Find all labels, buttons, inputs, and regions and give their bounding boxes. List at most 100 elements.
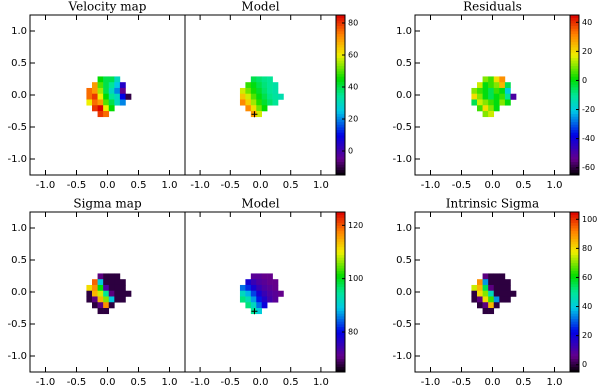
colorbar-band — [570, 89, 579, 93]
colorbar-band — [336, 36, 345, 40]
x-tick-label: 1.0 — [547, 377, 563, 385]
map-pixel — [97, 82, 104, 89]
x-tick-label: -0.5 — [221, 180, 241, 191]
map-pixel — [103, 296, 110, 303]
map-pixel — [261, 290, 268, 297]
colorbar-band — [336, 289, 345, 293]
colorbar-band — [570, 220, 579, 224]
map-pixel — [92, 290, 98, 297]
map-pixel — [108, 279, 115, 286]
map-pixel — [488, 93, 495, 100]
map-pixel — [488, 111, 495, 118]
colorbar-band — [570, 116, 579, 120]
colorbar-band — [570, 329, 579, 333]
map-pixel — [499, 99, 506, 106]
colorbar-tick-label: 20 — [582, 331, 592, 340]
colorbar-band — [336, 225, 345, 229]
colorbar-band — [336, 145, 345, 149]
colorbar-band — [570, 254, 579, 258]
map-pixel — [504, 99, 511, 106]
colorbar-band — [570, 268, 579, 272]
map-pixel — [488, 308, 495, 315]
colorbar-band — [570, 353, 579, 357]
map-pixel — [477, 99, 483, 106]
colorbar-band — [336, 89, 345, 93]
map-pixel — [119, 99, 126, 106]
colorbar-band — [336, 252, 345, 256]
center-marker — [251, 308, 258, 315]
colorbar-band — [570, 119, 579, 123]
colorbar-band — [570, 47, 579, 51]
y-tick-label: 0.0 — [396, 90, 412, 101]
map-pixel — [103, 99, 110, 106]
colorbar-band — [570, 103, 579, 107]
colorbar-band — [336, 305, 345, 309]
colorbar-band — [570, 15, 579, 19]
map-pixel — [267, 82, 273, 89]
colorbar-band — [570, 113, 579, 117]
map-pixel — [272, 296, 279, 303]
colorbar-band — [570, 313, 579, 317]
map-pixel — [245, 296, 252, 303]
map-pixel — [250, 273, 257, 280]
map-pixel — [92, 93, 98, 100]
colorbar-band — [336, 137, 345, 141]
colorbar-band — [570, 281, 579, 285]
map-pixel — [245, 279, 252, 286]
map-pixel — [103, 302, 110, 309]
colorbar-band — [570, 289, 579, 293]
colorbar-band — [336, 140, 345, 144]
colorbar-band — [570, 278, 579, 282]
colorbar-band — [336, 95, 345, 99]
map-pixel — [114, 82, 121, 89]
colorbar-band — [570, 92, 579, 96]
map-pixel — [471, 290, 478, 297]
colorbar-band — [570, 348, 579, 352]
map-pixel — [256, 105, 263, 112]
map-pixel — [114, 284, 121, 292]
map-pixel — [250, 279, 257, 286]
map-pixel — [114, 87, 121, 95]
map-pixel — [103, 284, 110, 292]
colorbar-band — [570, 310, 579, 314]
x-tick-label: 0.5 — [131, 377, 147, 385]
map-pixel — [482, 290, 489, 297]
map-pixel — [250, 93, 257, 100]
colorbar-band — [570, 241, 579, 245]
x-tick-label: 0.0 — [100, 180, 116, 191]
map-pixel — [97, 302, 104, 309]
map-pixel — [482, 93, 489, 100]
colorbar-band — [570, 236, 579, 240]
colorbar-band — [336, 286, 345, 290]
colorbar-band — [336, 308, 345, 312]
map-pixel — [114, 93, 121, 100]
map-pixel — [493, 296, 500, 303]
colorbar-band — [570, 326, 579, 330]
x-tick-label: -0.5 — [452, 180, 472, 191]
colorbar-band — [336, 257, 345, 261]
map-pixel — [114, 279, 121, 286]
map-pixel — [256, 76, 263, 83]
map-pixel — [267, 99, 273, 106]
map-pixel — [499, 273, 506, 280]
colorbar-band — [336, 20, 345, 24]
colorbar-band — [570, 358, 579, 362]
map-pixel — [261, 296, 268, 303]
map-pixel — [488, 279, 495, 286]
colorbar-band — [336, 278, 345, 282]
x-tick-label: 1.0 — [162, 377, 178, 385]
colorbar-band — [336, 276, 345, 280]
colorbar-band — [570, 137, 579, 141]
map-pixel — [261, 82, 268, 89]
colorbar-band — [570, 151, 579, 155]
colorbar-band — [336, 172, 345, 176]
colorbar-band — [336, 161, 345, 165]
map-pixel — [239, 290, 246, 297]
y-tick-label: 0.0 — [11, 287, 27, 298]
colorbar-band — [336, 260, 345, 264]
map-pixel — [488, 82, 495, 89]
colorbar-band — [570, 366, 579, 370]
map-pixel — [108, 82, 115, 89]
map-pixel — [92, 284, 98, 292]
y-tick-label: 0.5 — [396, 255, 412, 266]
